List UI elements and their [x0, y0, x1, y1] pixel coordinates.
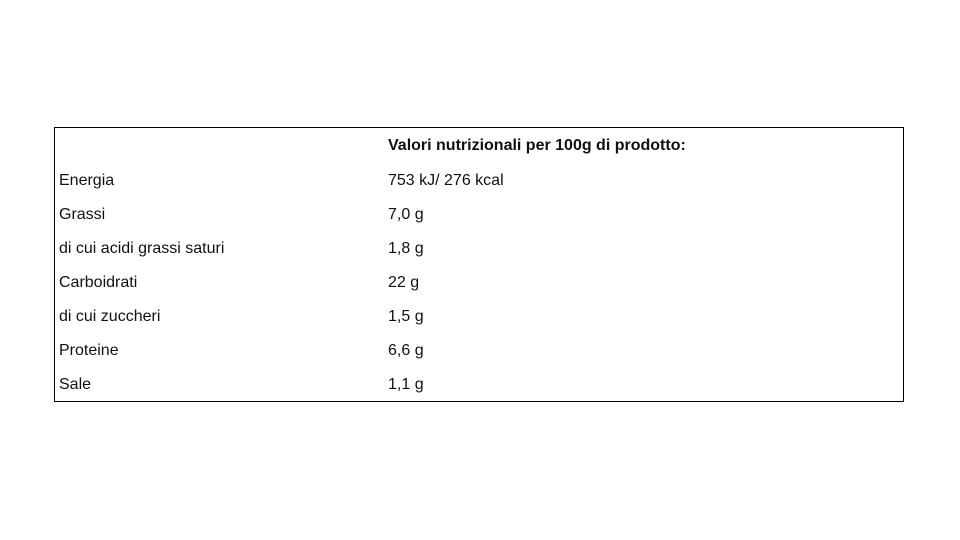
table-row: Energia 753 kJ/ 276 kcal — [55, 172, 903, 206]
table-row: Carboidrati 22 g — [55, 274, 903, 308]
label-cell: Proteine — [59, 342, 119, 359]
table-row: Grassi 7,0 g — [55, 206, 903, 240]
value-cell: 1,1 g — [388, 376, 424, 393]
nutrition-table: Valori nutrizionali per 100g di prodotto… — [54, 127, 904, 402]
header-cell: Valori nutrizionali per 100g di prodotto… — [388, 137, 686, 154]
header-row: Valori nutrizionali per 100g di prodotto… — [55, 137, 903, 171]
label-cell: Sale — [59, 376, 92, 393]
label-cell: Energia — [59, 172, 115, 189]
label-cell: di cui acidi grassi saturi — [59, 240, 225, 257]
value-cell: 1,8 g — [388, 240, 424, 257]
label-cell: di cui zuccheri — [59, 308, 161, 325]
value-cell: 753 kJ/ 276 kcal — [388, 172, 504, 189]
label-cell: Carboidrati — [59, 274, 138, 291]
table-row: Proteine 6,6 g — [55, 342, 903, 376]
value-cell: 6,6 g — [388, 342, 424, 359]
label-cell: Grassi — [59, 206, 106, 223]
table-row: di cui acidi grassi saturi 1,8 g — [55, 240, 903, 274]
value-cell: 7,0 g — [388, 206, 424, 223]
table-row: di cui zuccheri 1,5 g — [55, 308, 903, 342]
value-cell: 1,5 g — [388, 308, 424, 325]
table-row: Sale 1,1 g — [55, 376, 903, 410]
value-cell: 22 g — [388, 274, 420, 291]
